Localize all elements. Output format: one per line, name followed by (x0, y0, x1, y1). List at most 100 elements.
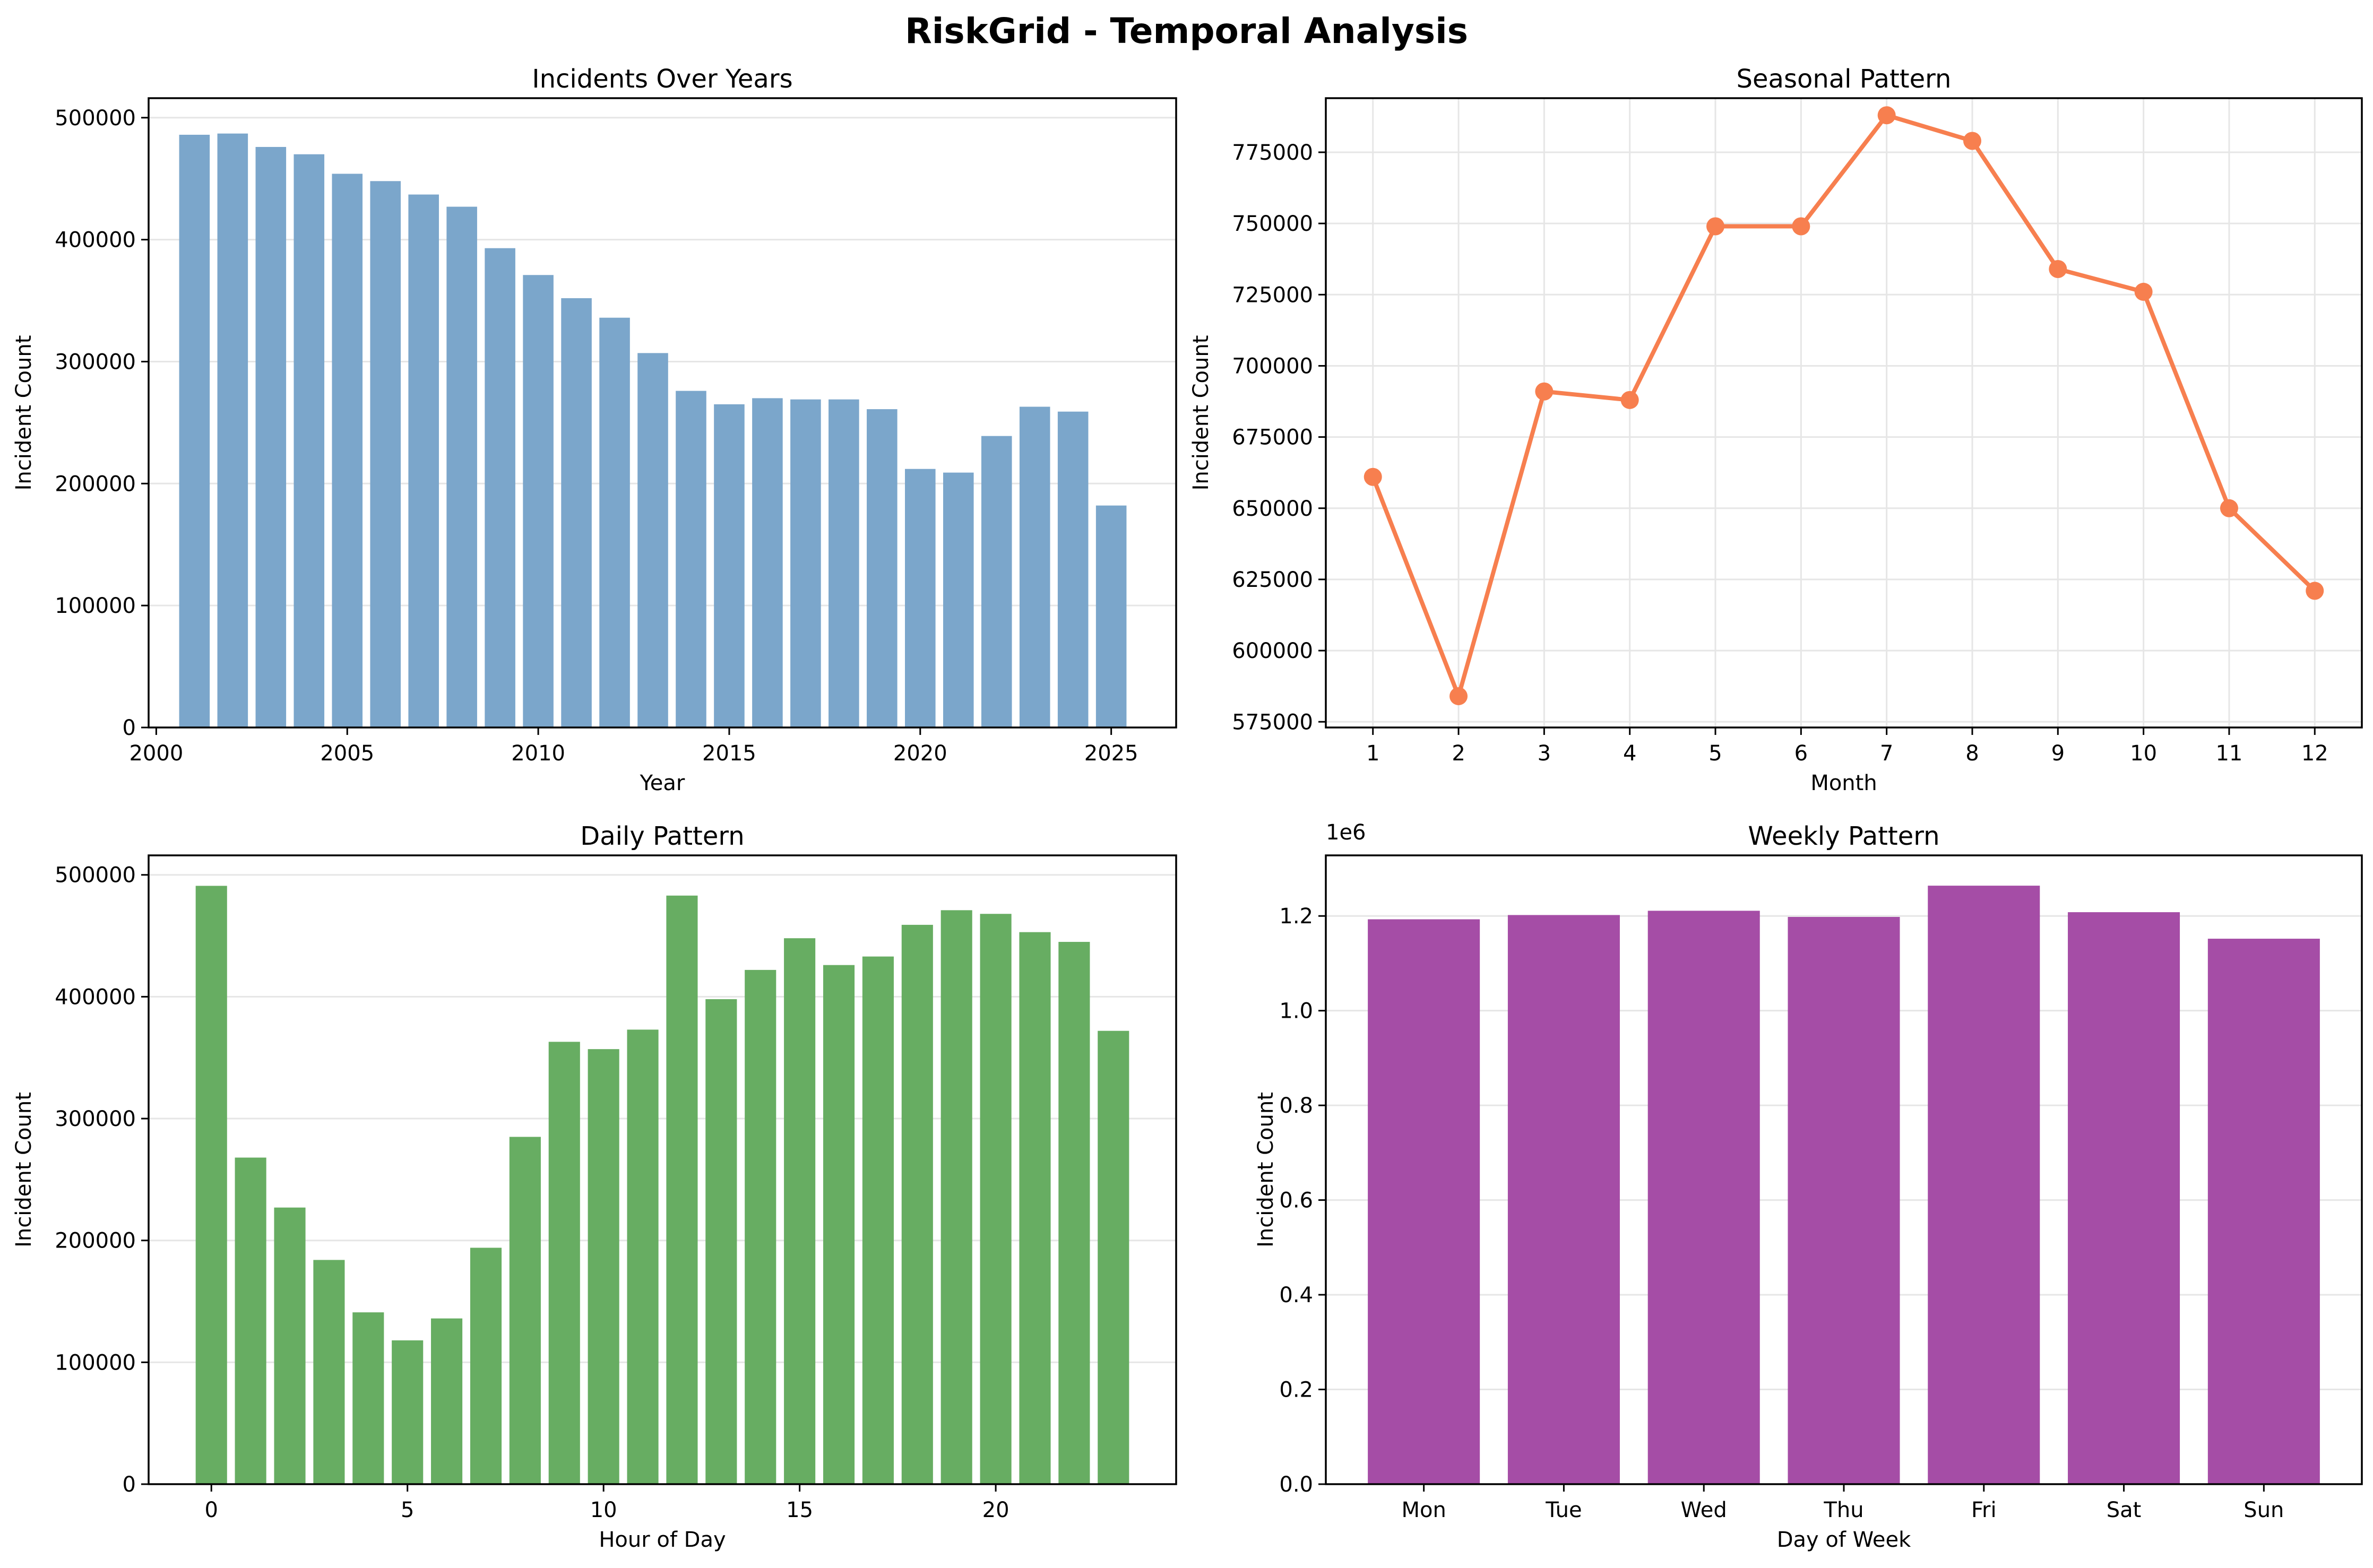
weekly-ylabel: Incident Count (1254, 1092, 1278, 1248)
weekly-ytick-label: 0.8 (1279, 1094, 1313, 1118)
weekly-bar (1507, 915, 1620, 1484)
years-bar (1095, 505, 1127, 727)
weekly-ytick-label: 0.0 (1279, 1472, 1313, 1497)
daily-panel-title: Daily Pattern (580, 821, 744, 851)
seasonal-xtick-label: 8 (1965, 741, 1979, 766)
years-ytick-label: 100000 (55, 594, 136, 618)
seasonal-series-line (1371, 113, 2317, 698)
seasonal-ylabel: Incident Count (1189, 335, 1213, 491)
years-xlabel: Year (640, 771, 685, 795)
seasonal-ytick-label: 700000 (1232, 354, 1313, 378)
seasonal-xtick-label: 2 (1452, 741, 1465, 766)
weekly-xtick-label: Mon (1401, 1498, 1446, 1522)
weekly-bar (2207, 939, 2320, 1484)
years-bar (867, 409, 898, 727)
weekly-xtick-label: Fri (1971, 1498, 1997, 1522)
years-xtick-label: 2015 (702, 741, 756, 766)
weekly-xtick-label: Sun (2243, 1498, 2284, 1522)
daily-bar (352, 1312, 384, 1484)
daily-bar (392, 1340, 424, 1484)
daily-ytick-label: 500000 (55, 863, 136, 888)
daily-bar (784, 938, 816, 1484)
daily-bar (431, 1318, 463, 1484)
seasonal-point (2134, 282, 2153, 301)
years-bar (637, 353, 668, 727)
daily-bar (470, 1248, 502, 1484)
years-bar (370, 181, 401, 728)
years-bar (485, 248, 515, 727)
years-bar (294, 154, 325, 728)
seasonal-xtick-label: 12 (2301, 741, 2328, 766)
years-ylabel: Incident Count (12, 335, 36, 491)
seasonal-xtick-label: 1 (1366, 741, 1379, 766)
weekly-ytick-label: 1.2 (1279, 904, 1313, 929)
years-bar (714, 404, 745, 727)
daily-ytick-label: 100000 (55, 1350, 136, 1375)
daily-bar (901, 924, 933, 1484)
daily-bar (588, 1049, 619, 1484)
seasonal-point (1364, 467, 1382, 486)
seasonal-axes-frame (1325, 97, 2363, 729)
daily-ytick-label: 300000 (55, 1107, 136, 1131)
daily-xlabel: Hour of Day (599, 1528, 726, 1552)
weekly-panel-title: Weekly Pattern (1748, 821, 1939, 851)
weekly-xtick-label: Wed (1681, 1498, 1727, 1522)
daily-bar (195, 886, 227, 1484)
daily-bar (666, 895, 698, 1484)
years-ytick-label: 0 (123, 716, 136, 740)
years-bar (408, 194, 439, 727)
weekly-bar (1647, 911, 1760, 1484)
seasonal-xtick-label: 4 (1623, 741, 1636, 766)
weekly-ytick-label: 0.4 (1279, 1283, 1313, 1307)
daily-ytick-label: 200000 (55, 1229, 136, 1253)
seasonal-point (1963, 132, 1981, 150)
seasonal-ytick-label: 750000 (1232, 212, 1313, 236)
weekly-xlabel: Day of Week (1777, 1528, 1911, 1552)
years-bar (523, 275, 554, 727)
seasonal-point (1620, 391, 1639, 409)
years-ytick-label: 300000 (55, 350, 136, 374)
weekly-bar (1368, 919, 1480, 1484)
seasonal-point (1706, 217, 1725, 236)
daily-ytick-label: 400000 (55, 985, 136, 1009)
daily-axes-frame (148, 854, 1177, 1485)
weekly-bar (1928, 886, 2040, 1484)
seasonal-ytick-label: 675000 (1232, 426, 1313, 450)
seasonal-point (1792, 217, 1810, 236)
years-bar (790, 399, 821, 727)
seasonal-ytick-label: 725000 (1232, 283, 1313, 307)
weekly-xtick-label: Sat (2107, 1498, 2142, 1522)
daily-bar (1019, 932, 1051, 1484)
years-bar (1019, 406, 1050, 727)
weekly-bar (1788, 917, 1900, 1484)
daily-bar (823, 965, 855, 1484)
seasonal-xtick-label: 5 (1708, 741, 1722, 766)
seasonal-xtick-label: 9 (2051, 741, 2065, 766)
daily-xtick-label: 0 (205, 1498, 218, 1522)
daily-xtick-label: 10 (590, 1498, 617, 1522)
years-bar (255, 146, 287, 727)
years-axes-frame (148, 97, 1177, 729)
years-bar (752, 398, 783, 727)
seasonal-point (2049, 259, 2067, 278)
daily-bar (1058, 942, 1090, 1484)
weekly-ytick-label: 1.0 (1279, 999, 1313, 1024)
years-bar (446, 206, 477, 727)
years-bar (905, 469, 936, 727)
years-bar (943, 472, 974, 727)
weekly-xtick-label: Tue (1545, 1498, 1582, 1522)
years-bar (179, 134, 210, 727)
seasonal-xtick-label: 10 (2130, 741, 2157, 766)
years-xtick-label: 2020 (893, 741, 947, 766)
years-bar (676, 391, 706, 727)
seasonal-point (1877, 106, 1896, 125)
seasonal-point (2220, 499, 2238, 517)
weekly-bar (2068, 912, 2180, 1484)
seasonal-xlabel: Month (1810, 771, 1877, 795)
years-bar (217, 133, 248, 728)
weekly-ytick-label: 0.2 (1279, 1378, 1313, 1402)
seasonal-xtick-label: 7 (1880, 741, 1893, 766)
seasonal-ytick-label: 625000 (1232, 568, 1313, 592)
years-xtick-label: 2000 (129, 741, 183, 766)
seasonal-xtick-label: 6 (1794, 741, 1808, 766)
